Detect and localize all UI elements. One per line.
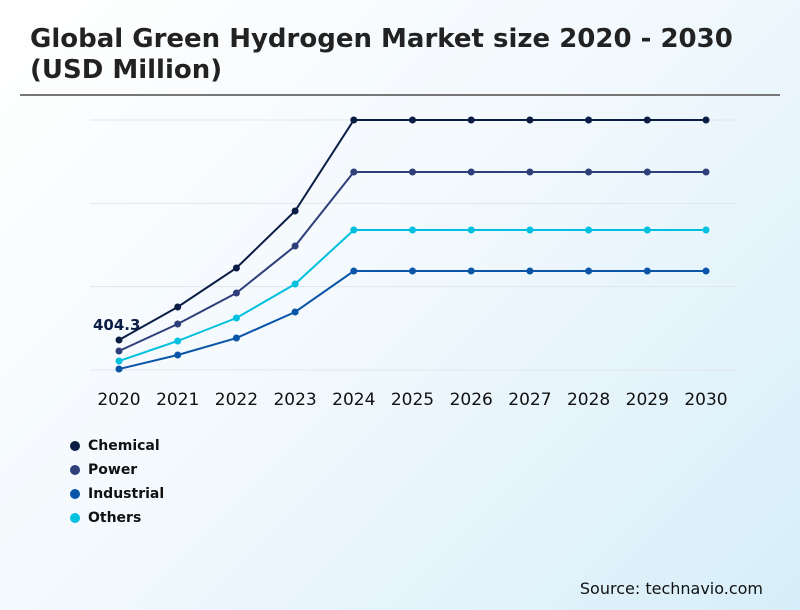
legend: Chemical Power Industrial Others	[70, 434, 164, 530]
data-point-power	[467, 168, 475, 176]
data-point-others	[467, 226, 475, 234]
data-point-chemical	[643, 116, 651, 124]
data-point-others	[409, 226, 416, 234]
legend-label: Others	[88, 510, 142, 526]
legend-label: Industrial	[88, 486, 165, 502]
data-point-others	[643, 226, 651, 234]
data-point-power	[350, 168, 358, 176]
x-tick-label: 2024	[332, 390, 375, 410]
data-point-chemical	[291, 207, 299, 215]
x-tick-label: 2021	[156, 390, 199, 410]
data-point-power	[291, 242, 299, 250]
data-point-chemical	[174, 303, 182, 311]
data-point-industrial	[409, 267, 416, 275]
data-point-industrial	[643, 267, 651, 275]
legend-marker-icon	[70, 513, 80, 523]
x-tick-label: 2027	[508, 390, 551, 410]
x-tick-label: 2029	[626, 390, 669, 410]
data-point-industrial	[174, 351, 182, 359]
series-line-others	[118, 229, 706, 362]
legend-label: Power	[88, 462, 138, 478]
legend-marker-icon	[70, 441, 80, 451]
data-point-power	[174, 320, 182, 328]
legend-item-others: Others	[70, 506, 164, 530]
data-point-chemical	[467, 116, 475, 124]
x-tick-label: 2028	[567, 390, 610, 410]
data-point-power	[643, 168, 651, 176]
data-point-industrial	[585, 267, 593, 275]
series-line-power	[118, 171, 706, 352]
data-point-chemical	[350, 116, 358, 124]
data-point-industrial	[526, 267, 534, 275]
data-point-power	[585, 168, 593, 176]
x-tick-label: 2025	[391, 390, 434, 410]
legend-marker-icon	[70, 465, 80, 475]
data-point-others	[702, 226, 710, 234]
data-point-power	[409, 168, 416, 176]
data-point-power	[232, 289, 240, 297]
x-tick-label: 2020	[97, 390, 140, 410]
x-tick-label: 2022	[215, 390, 258, 410]
data-point-chemical	[585, 116, 593, 124]
data-point-others	[350, 226, 358, 234]
data-point-industrial	[115, 365, 123, 373]
data-point-power	[526, 168, 534, 176]
x-tick-label: 2030	[684, 390, 727, 410]
data-point-industrial	[467, 267, 475, 275]
series-line-industrial	[118, 270, 706, 371]
data-point-others	[526, 226, 534, 234]
x-tick-label: 2026	[450, 390, 493, 410]
data-point-others	[291, 280, 299, 288]
data-point-chemical	[232, 264, 240, 272]
data-point-chemical	[702, 116, 710, 124]
data-point-others	[232, 314, 240, 322]
data-point-others	[115, 357, 123, 365]
data-point-industrial	[350, 267, 358, 275]
legend-item-chemical: Chemical	[70, 434, 164, 458]
data-point-power	[702, 168, 710, 176]
data-point-others	[174, 337, 182, 345]
legend-item-industrial: Industrial	[70, 482, 164, 506]
data-point-industrial	[232, 334, 240, 342]
data-point-chemical	[526, 116, 534, 124]
chart-title: Global Green Hydrogen Market size 2020 -…	[30, 24, 733, 85]
legend-label: Chemical	[88, 438, 160, 454]
legend-marker-icon	[70, 489, 80, 499]
data-point-chemical	[115, 336, 123, 344]
source-text: Source: technavio.com	[579, 579, 763, 598]
x-tick-label: 2023	[273, 390, 316, 410]
data-label: 404.3	[93, 316, 140, 334]
legend-item-power: Power	[70, 458, 164, 482]
data-point-power	[115, 347, 123, 355]
data-point-chemical	[409, 116, 416, 124]
data-point-industrial	[702, 267, 710, 275]
data-point-others	[585, 226, 593, 234]
data-point-industrial	[291, 308, 299, 316]
title-divider	[20, 94, 780, 96]
